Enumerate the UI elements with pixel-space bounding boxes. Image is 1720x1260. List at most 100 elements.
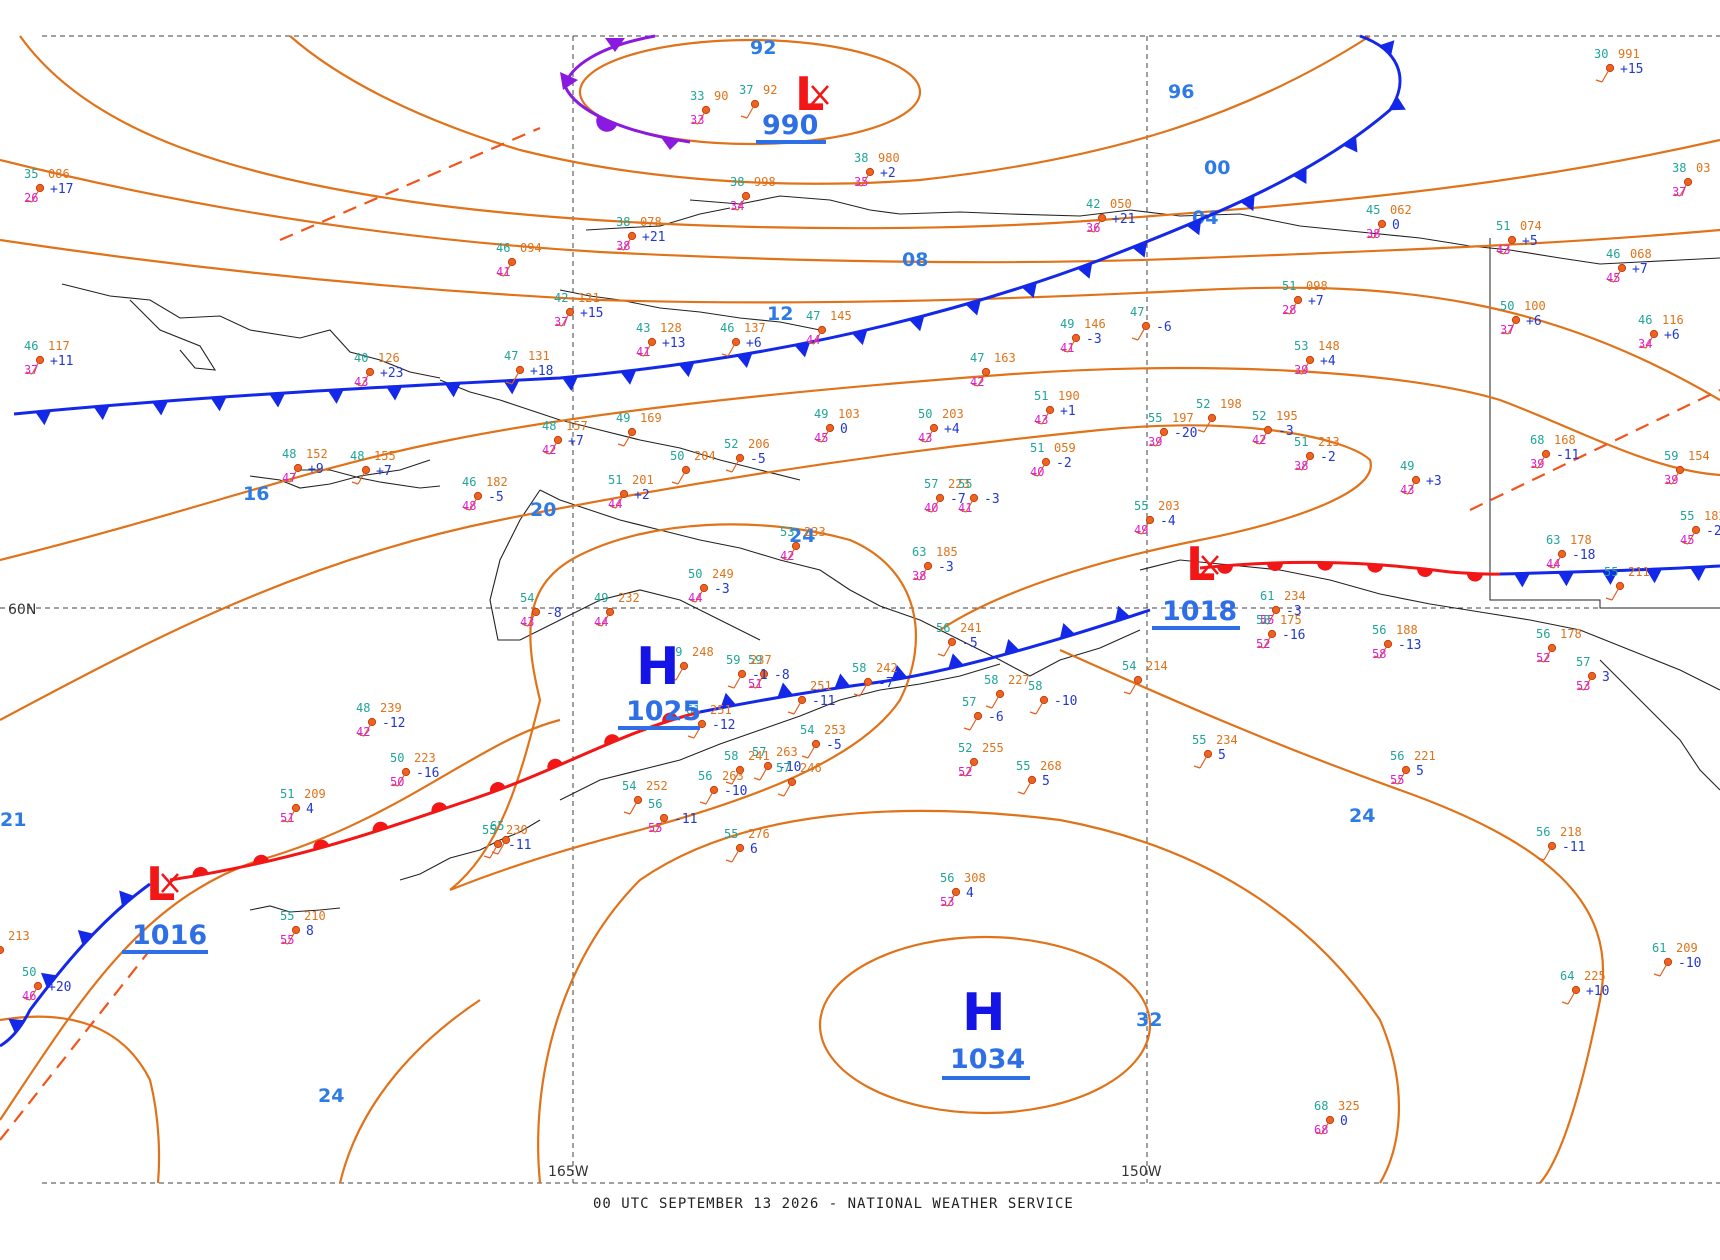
wind-barb — [505, 369, 521, 385]
station-pressure: 050 — [1110, 197, 1132, 211]
isobar-1020 — [449, 523, 918, 892]
station-plot: 50 203+4 43 — [918, 407, 964, 445]
wind-barb — [623, 799, 639, 815]
cold-front-symbol — [503, 380, 520, 395]
station-pressure-tendency: -11 — [1562, 840, 1585, 855]
cold-front-symbol — [152, 400, 169, 416]
station-pressure-tendency: 3 — [1602, 670, 1610, 685]
station-dewpoint: 51 — [280, 811, 294, 825]
station-pressure-tendency: -20 — [1174, 426, 1197, 441]
station-pressure: 980 — [878, 151, 900, 165]
alaska-canada-border — [1489, 238, 1720, 609]
station-plot: 53 148+4 39 — [1294, 339, 1340, 377]
station-temperature: 56 — [698, 769, 712, 783]
station-dewpoint: 42 — [780, 549, 794, 563]
wind-barb — [699, 789, 715, 805]
cold-front-symbol — [720, 692, 737, 708]
station-temperature: 53 — [1294, 339, 1308, 353]
station-plot: 59 248 — [668, 645, 714, 681]
cold-front-symbol — [908, 315, 925, 332]
wind-barb — [853, 681, 869, 697]
station-temperature: 58 — [1028, 679, 1042, 693]
station-pressure-tendency: -10 — [1678, 956, 1701, 971]
station-pressure-tendency: -3 — [1278, 424, 1294, 439]
station-plot: 51 059-2 40 — [1030, 441, 1076, 479]
isobar-label: 32 — [1136, 1009, 1162, 1031]
cold-front-symbol — [119, 890, 135, 907]
station-pressure-tendency: -6 — [988, 710, 1004, 725]
station-temperature: 56 — [1372, 623, 1386, 637]
station-pressure-tendency: 5 — [1042, 774, 1050, 789]
station-temperature: 47 — [806, 309, 820, 323]
station-pressure: 201 — [632, 473, 654, 487]
station-pressure: 204 — [694, 449, 716, 463]
station-pressure: 213 — [8, 929, 30, 943]
trough-line — [0, 949, 151, 1141]
station-pressure: 062 — [1390, 203, 1412, 217]
low-center: L 1018 — [1152, 537, 1240, 630]
station-temperature: 55 — [280, 909, 294, 923]
station-temperature: 51 — [1282, 279, 1296, 293]
station-plot: 50 223-16 50 — [390, 751, 439, 789]
station-temperature: 57 — [752, 745, 766, 759]
station-temperature: 35 — [24, 167, 38, 181]
wind-barb — [1531, 453, 1547, 469]
station-temperature: 55 — [958, 477, 972, 491]
low-center-mark — [161, 873, 179, 893]
cold-front-symbol — [269, 392, 286, 408]
station-pressure: 185 — [936, 545, 958, 559]
cold-front-symbol — [210, 396, 227, 412]
station-temperature: 48 — [282, 447, 296, 461]
cold-front-symbol — [777, 682, 794, 698]
wind-barb — [1087, 217, 1103, 233]
station-temperature: 55 — [1680, 509, 1694, 523]
occluded-front — [563, 34, 691, 144]
station-pressure-tendency: -10 — [724, 784, 747, 799]
station-pressure-tendency: -11 — [674, 812, 697, 827]
warm-front-symbol — [1266, 562, 1283, 572]
station-pressure: 03 — [1696, 161, 1710, 175]
wind-barb — [731, 195, 747, 211]
cold-front-symbol — [1690, 566, 1707, 582]
station-plot: 55 203-4 49 — [1134, 499, 1180, 537]
station-temperature: 47 — [504, 349, 518, 363]
wind-barb — [1607, 267, 1623, 283]
station-pressure: 182 — [1704, 509, 1720, 523]
station-plot: 38 998 34 — [730, 175, 776, 213]
station-temperature: 51 — [1294, 435, 1308, 449]
low-center-mark — [811, 85, 829, 105]
station-pressure: 223 — [948, 477, 970, 491]
cold-front-symbol — [1514, 573, 1531, 588]
station-temperature: 42 — [554, 291, 568, 305]
station-dewpoint: 38 — [1366, 227, 1380, 241]
wind-barb — [727, 673, 743, 689]
station-temperature: 56 — [1536, 825, 1550, 839]
wind-barb — [617, 235, 633, 251]
low-center: L 990 — [756, 67, 829, 144]
wind-barb — [1681, 529, 1697, 545]
wind-barb — [925, 497, 941, 513]
wind-barb — [281, 807, 297, 823]
station-pressure-tendency: -12 — [712, 718, 735, 733]
station-dewpoint: 34 — [1638, 337, 1652, 351]
station-pressure: 308 — [964, 871, 986, 885]
cold-front-symbol — [444, 383, 461, 398]
station-dewpoint: 36 — [1086, 221, 1100, 235]
isobar-label: 24 — [318, 1085, 344, 1107]
wind-barb — [1497, 239, 1513, 255]
isobars — [0, 35, 1720, 1184]
station-pressure: 90 — [714, 89, 728, 103]
cold-front-symbol — [40, 972, 57, 988]
station-pressure-tendency: +20 — [48, 980, 71, 995]
wind-barb — [463, 495, 479, 511]
wind-barb — [1295, 359, 1311, 375]
cold-front-symbol — [1379, 40, 1395, 56]
fronts — [0, 34, 1720, 1048]
station-pressure-tendency: +15 — [580, 306, 603, 321]
warm-front-symbol — [604, 734, 620, 746]
station-dewpoint: 53 — [940, 895, 954, 909]
